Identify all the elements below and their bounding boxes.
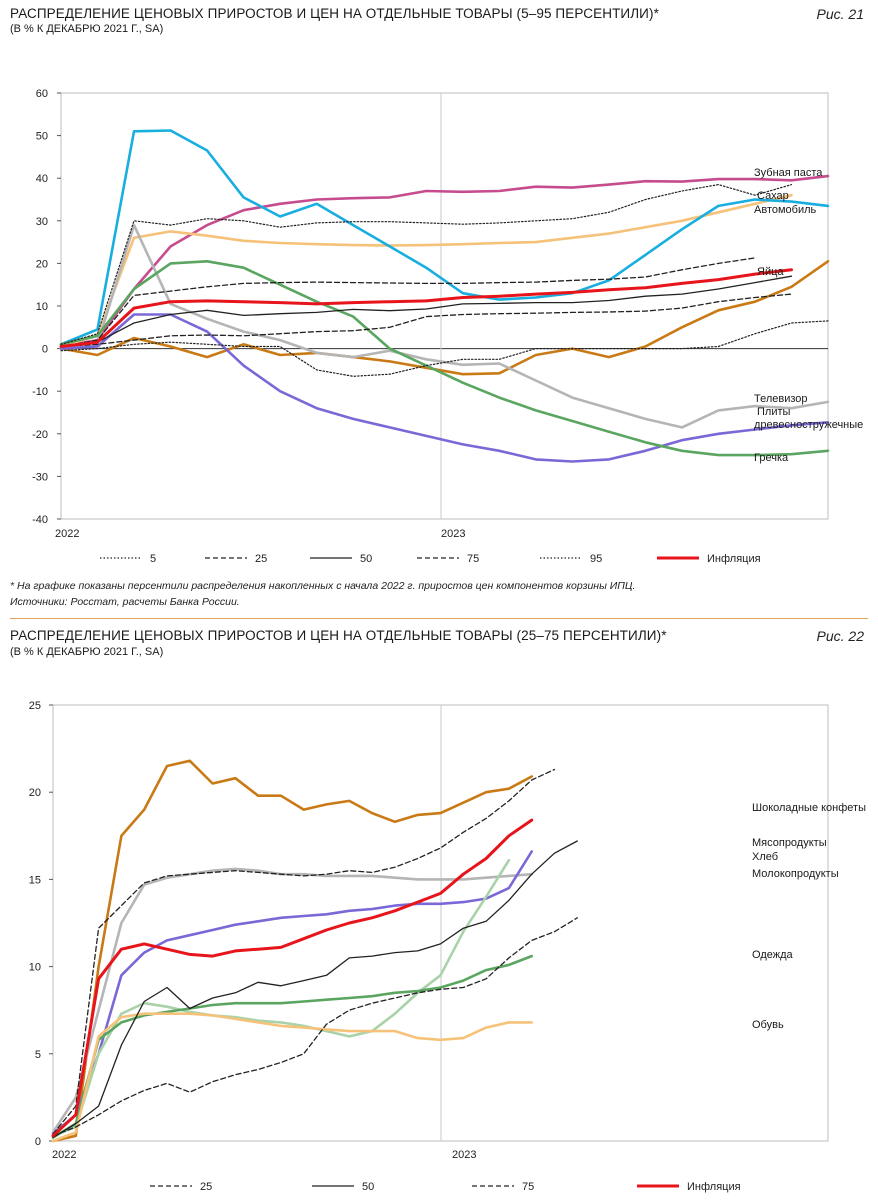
chart2-title: РАСПРЕДЕЛЕНИЕ ЦЕНОВЫХ ПРИРОСТОВ И ЦЕН НА… bbox=[10, 628, 667, 643]
chart1-series-зубная-паста bbox=[59, 174, 830, 348]
chart1-y-tick-label: 60 bbox=[36, 88, 48, 100]
chart1-series-75 bbox=[60, 257, 756, 348]
chart2-series-молокопродукты bbox=[51, 858, 511, 1138]
chart2-subtitle: (В % К ДЕКАБРЮ 2021 Г., SA) bbox=[10, 646, 164, 658]
chart1-legend-label-50: 50 bbox=[360, 553, 372, 565]
chart1-series-25 bbox=[60, 293, 793, 348]
chart1-series-50 bbox=[60, 275, 793, 348]
chart2-x-tick-label: 2022 bbox=[52, 1149, 76, 1161]
chart1-legend-label-75: 75 bbox=[467, 553, 479, 565]
chart2-label-одежда: Одежда bbox=[752, 949, 794, 961]
chart1-series-автомобиль bbox=[59, 129, 830, 346]
chart1-label-сахар: Сахар bbox=[757, 190, 789, 202]
chart2-label-молокопродукты: Молокопродукты bbox=[752, 868, 839, 880]
chart2-legend-label-75: 75 bbox=[522, 1181, 534, 1193]
chart2-y-tick-label: 20 bbox=[29, 787, 41, 799]
chart2-x-tick-label: 2023 bbox=[452, 1149, 476, 1161]
chart2-label-обувь: Обувь bbox=[752, 1019, 784, 1031]
chart2-y-tick-label: 0 bbox=[35, 1136, 41, 1148]
chart2-y-tick-label: 5 bbox=[35, 1049, 41, 1061]
chart1-legend-label-95: 95 bbox=[590, 553, 602, 565]
chart2-series-75 bbox=[52, 768, 556, 1135]
chart2-legend-label-25: 25 bbox=[200, 1181, 212, 1193]
chart1-series-плиты-древесностружечные bbox=[59, 313, 830, 463]
chart1-title: РАСПРЕДЕЛЕНИЕ ЦЕНОВЫХ ПРИРОСТОВ И ЦЕН НА… bbox=[10, 6, 659, 21]
chart1-y-tick-label: 30 bbox=[36, 216, 48, 228]
chart2-label-шоколадные-конфеты: Шоколадные конфеты bbox=[752, 802, 866, 814]
chart2-label-хлеб: Хлеб bbox=[752, 851, 778, 863]
chart1-y-tick-label: 10 bbox=[36, 301, 48, 313]
chart2-series-25 bbox=[52, 917, 578, 1137]
chart1-x-tick-label: 2023 bbox=[441, 528, 465, 540]
chart2-series-мясопродукты bbox=[51, 867, 534, 1134]
chart2-label-мясопродукты: Мясопродукты bbox=[752, 837, 827, 849]
chart1-y-tick-label: 20 bbox=[36, 258, 48, 270]
chart1-label-плиты: Плиты bbox=[757, 406, 791, 418]
chart1-y-tick-label: -10 bbox=[32, 386, 48, 398]
chart1-series-инфляция bbox=[59, 268, 793, 348]
chart2-series-инфляция bbox=[51, 818, 534, 1138]
chart1-y-tick-label: 50 bbox=[36, 131, 48, 143]
chart1-x-tick-label: 2022 bbox=[55, 528, 79, 540]
chart1-series-яйца bbox=[59, 259, 830, 376]
chart1-plot: -40 -30 -20 -10 0 10 20 30 40 50 60 2022 2023 Зубная … bbox=[32, 88, 863, 565]
chart1-legend-label-инфляция: Инфляция bbox=[707, 553, 761, 565]
chart2-figure-label: Рис. 22 bbox=[816, 628, 864, 644]
chart2-legend-label-инфляция: Инфляция bbox=[687, 1181, 741, 1193]
chart2-legend-label-50: 50 bbox=[362, 1181, 374, 1193]
section-divider bbox=[10, 618, 868, 619]
chart1-series-гречка bbox=[59, 259, 830, 457]
chart1-series-5 bbox=[60, 320, 829, 377]
chart1-label-телевизор: Телевизор bbox=[754, 393, 808, 405]
chart1-y-tick-label: -20 bbox=[32, 429, 48, 441]
chart2-series-одежда bbox=[51, 954, 534, 1139]
chart1-y-tick-label: -30 bbox=[32, 471, 48, 483]
chart1-legend-label-5: 5 bbox=[150, 553, 156, 565]
chart2-series-50 bbox=[52, 840, 578, 1139]
chart1-footnote: * На графике показаны персентили распред… bbox=[10, 580, 636, 592]
chart1-y-tick-label: -40 bbox=[32, 514, 48, 526]
chart2-series-обувь bbox=[51, 1012, 534, 1143]
chart1-series-95 bbox=[60, 184, 793, 345]
chart1-figure-label: Рис. 21 bbox=[816, 6, 864, 22]
chart1-label-древесностружечные: древесностружечные bbox=[754, 419, 863, 431]
chart1-series-сахар bbox=[59, 193, 793, 348]
chart2-y-tick-label: 15 bbox=[29, 874, 41, 886]
chart2-series-хлеб bbox=[51, 850, 534, 1136]
chart1-label-гречка: Гречка bbox=[754, 452, 789, 464]
chart1-y-tick-label: 40 bbox=[36, 173, 48, 185]
chart1-y-tick-label: 0 bbox=[42, 344, 48, 356]
chart1-label-зубная-паста: Зубная паста bbox=[754, 167, 823, 179]
chart1-legend-label-25: 25 bbox=[255, 553, 267, 565]
chart1-sources: Источники: Росстат, расчеты Банка России… bbox=[10, 596, 240, 608]
chart2-y-tick-label: 10 bbox=[29, 962, 41, 974]
chart1-label-автомобиль: Автомобиль bbox=[754, 204, 817, 216]
chart2-series-шоколадные-конфеты bbox=[51, 759, 534, 1143]
chart1-label-яйца: Яйца bbox=[757, 266, 784, 278]
chart1-subtitle: (В % К ДЕКАБРЮ 2021 Г., SA) bbox=[10, 23, 164, 35]
chart2-y-tick-label: 25 bbox=[29, 700, 41, 712]
